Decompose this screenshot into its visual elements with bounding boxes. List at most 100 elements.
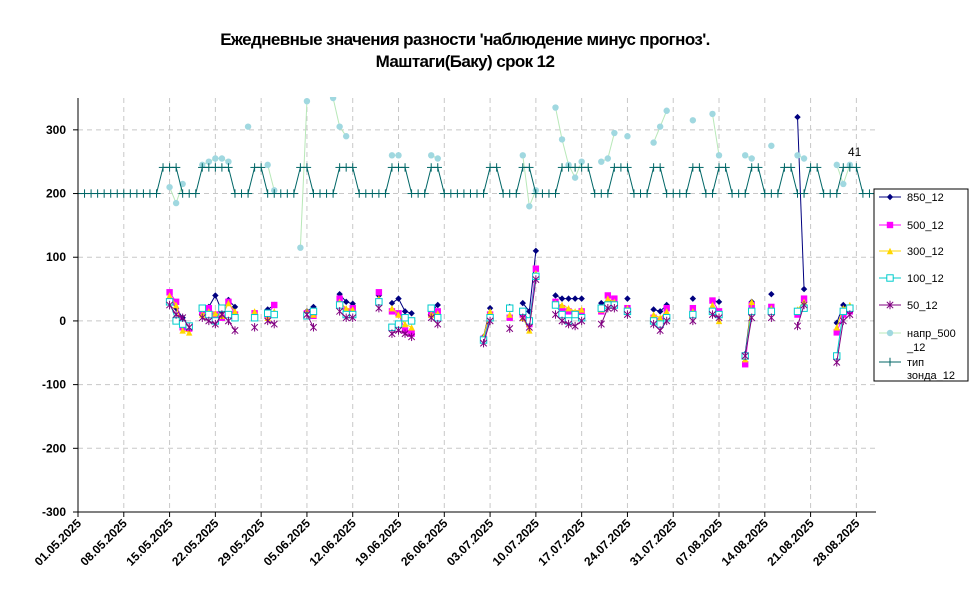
- data-point: [852, 163, 861, 172]
- data-point: [748, 155, 755, 162]
- data-point: [578, 158, 585, 165]
- data-point: [428, 152, 435, 159]
- data-point: [166, 183, 173, 191]
- series-line: [744, 317, 753, 357]
- series-line: [299, 101, 308, 248]
- data-point: [663, 107, 670, 114]
- legend-box: [873, 188, 969, 382]
- data-point: [400, 163, 410, 172]
- data-point: [166, 292, 173, 299]
- data-point: [166, 300, 174, 310]
- data-point: [578, 295, 585, 302]
- x-tick-label: 26.06.2025: [398, 516, 451, 569]
- data-point: [709, 301, 716, 309]
- data-point: [532, 265, 540, 272]
- x-tick-label: 15.05.2025: [123, 516, 176, 569]
- data-point: [525, 163, 534, 172]
- data-point: [434, 155, 441, 162]
- legend-swatch-marker: [885, 357, 895, 367]
- legend-label: 500_12: [907, 220, 944, 232]
- data-point: [721, 163, 730, 172]
- data-point: [191, 189, 200, 198]
- data-point: [565, 304, 572, 312]
- data-point: [198, 304, 206, 312]
- data-point: [342, 133, 350, 140]
- data-point: [519, 313, 527, 322]
- data-point: [211, 319, 219, 329]
- data-point: [270, 310, 278, 319]
- data-point: [786, 163, 796, 172]
- data-point: [656, 326, 664, 335]
- x-tick-label: 03.07.2025: [444, 516, 497, 569]
- data-point: [309, 307, 318, 316]
- x-tick-label: 05.06.2025: [261, 516, 314, 569]
- data-point: [401, 308, 409, 315]
- data-point: [388, 329, 396, 338]
- data-point: [571, 321, 579, 331]
- data-point: [395, 295, 402, 302]
- data-point: [793, 321, 802, 331]
- data-point: [840, 180, 847, 188]
- data-point: [408, 332, 416, 342]
- data-point: [650, 306, 657, 313]
- data-point: [603, 189, 613, 198]
- data-point: [388, 304, 396, 312]
- x-tick-label: 28.08.2025: [810, 516, 863, 569]
- data-point: [610, 303, 618, 313]
- data-point: [812, 163, 822, 172]
- data-point: [185, 323, 193, 332]
- legend-label: 100_12: [907, 273, 944, 285]
- data-point: [655, 163, 665, 172]
- y-tick-label: -300: [42, 505, 66, 519]
- data-point: [768, 290, 775, 298]
- data-point: [604, 295, 612, 302]
- data-point: [479, 339, 488, 348]
- data-point: [833, 161, 840, 169]
- series-line: [306, 314, 314, 328]
- data-point: [578, 306, 585, 313]
- data-point: [329, 97, 337, 102]
- data-point: [185, 329, 193, 336]
- data-point: [551, 310, 560, 319]
- data-point: [401, 329, 409, 338]
- series-line: [267, 164, 275, 191]
- series-line: [391, 297, 412, 314]
- x-tick-label: 22.05.2025: [169, 516, 222, 569]
- data-point: [558, 316, 566, 326]
- data-point: [506, 304, 514, 312]
- data-point: [224, 316, 232, 326]
- x-tick-label: 08.05.2025: [78, 516, 131, 569]
- data-point: [552, 292, 559, 299]
- data-point: [375, 303, 383, 313]
- y-tick-label: -200: [42, 441, 66, 455]
- data-point: [767, 313, 775, 322]
- data-point: [264, 316, 272, 326]
- data-point: [709, 297, 716, 304]
- data-point: [695, 163, 704, 172]
- data-point: [381, 189, 390, 198]
- data-point: [656, 314, 664, 321]
- legend: 850_12 500_12 300_12 100_12 50_12 напр_500 _12…: [873, 188, 969, 382]
- legend-swatch-marker: [886, 300, 894, 310]
- data-point: [434, 319, 442, 329]
- chart-subtitle: Маштаги(Баку) срок 12: [375, 52, 555, 71]
- data-point: [336, 307, 344, 316]
- data-point: [558, 301, 566, 309]
- data-point: [251, 323, 259, 332]
- series-line: [797, 304, 805, 327]
- legend-label: 850_12: [907, 192, 944, 204]
- data-point: [558, 295, 566, 302]
- data-point: [571, 310, 579, 319]
- data-point: [611, 129, 618, 137]
- data-point: [519, 299, 526, 307]
- x-tick-label: 31.07.2025: [627, 516, 680, 569]
- data-point: [571, 295, 579, 302]
- data-point: [689, 117, 697, 124]
- data-point: [303, 310, 311, 319]
- data-point: [565, 319, 573, 329]
- data-point: [401, 314, 409, 322]
- data-point: [741, 361, 749, 368]
- data-point: [532, 275, 540, 284]
- data-point: [270, 319, 278, 329]
- data-point: [597, 304, 605, 312]
